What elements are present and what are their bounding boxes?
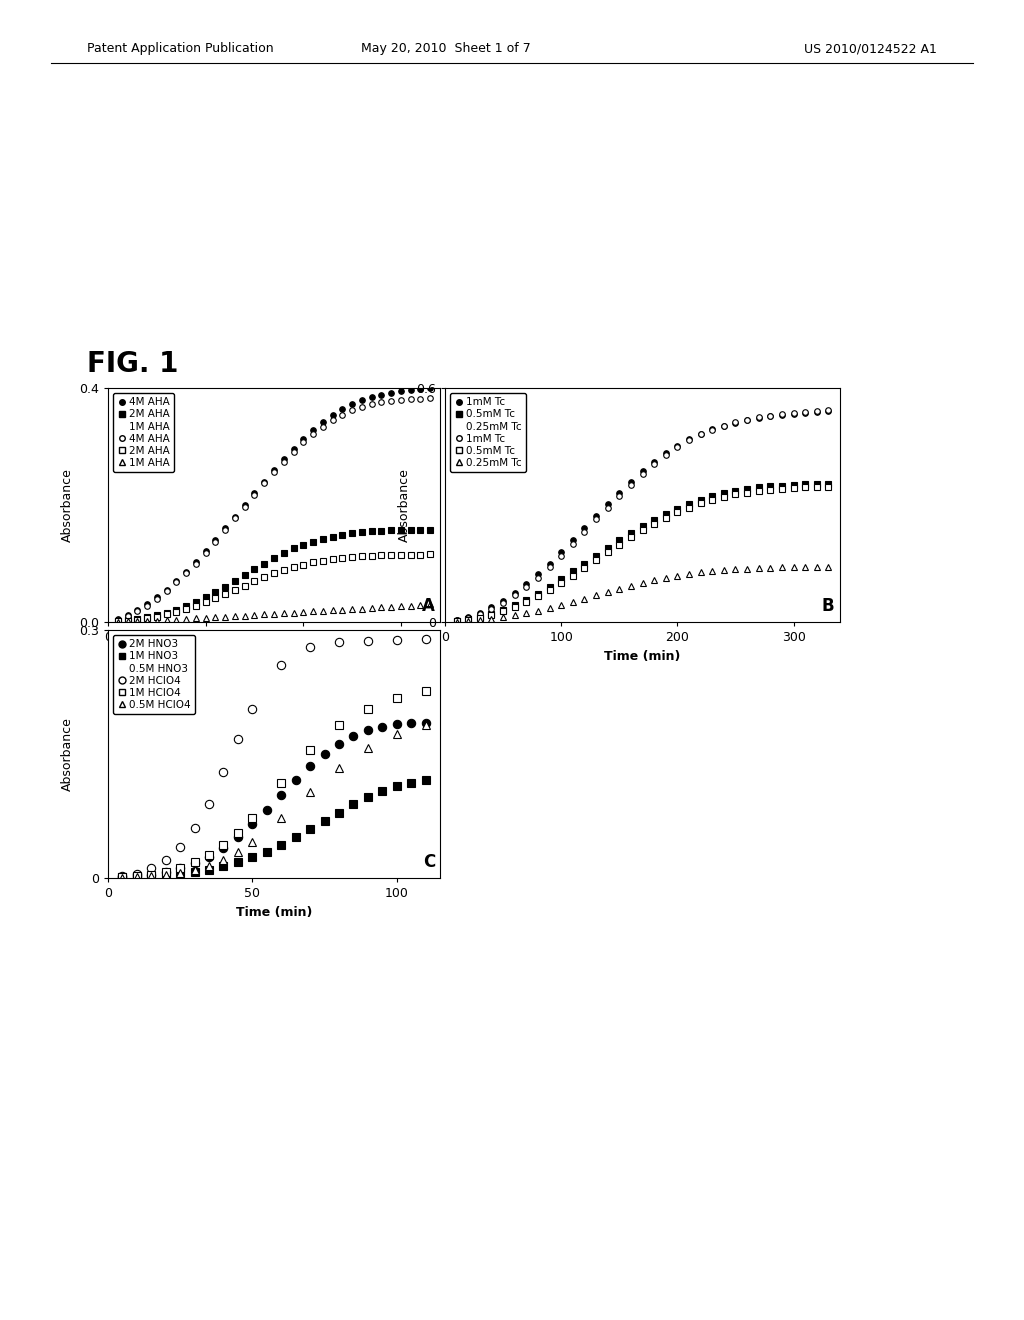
Legend: 1mM Tc, 0.5mM Tc, 0.25mM Tc, 1mM Tc, 0.5mM Tc, 0.25mM Tc: 1mM Tc, 0.5mM Tc, 0.25mM Tc, 1mM Tc, 0.5… [451, 393, 525, 473]
Text: FIG. 1: FIG. 1 [87, 350, 178, 378]
Text: US 2010/0124522 A1: US 2010/0124522 A1 [804, 42, 937, 55]
X-axis label: Time (min): Time (min) [236, 906, 312, 919]
X-axis label: Time (min): Time (min) [236, 649, 312, 663]
Legend: 4M AHA, 2M AHA, 1M AHA, 4M AHA, 2M AHA, 1M AHA: 4M AHA, 2M AHA, 1M AHA, 4M AHA, 2M AHA, … [114, 393, 174, 473]
Text: May 20, 2010  Sheet 1 of 7: May 20, 2010 Sheet 1 of 7 [360, 42, 530, 55]
Text: A: A [422, 597, 435, 615]
Text: C: C [423, 853, 435, 871]
Text: B: B [821, 597, 835, 615]
Y-axis label: Absorbance: Absorbance [397, 469, 411, 543]
Y-axis label: Absorbance: Absorbance [60, 469, 74, 543]
Text: Patent Application Publication: Patent Application Publication [87, 42, 273, 55]
Y-axis label: Absorbance: Absorbance [60, 717, 74, 791]
X-axis label: Time (min): Time (min) [604, 649, 681, 663]
Legend: 2M HNO3, 1M HNO3, 0.5M HNO3, 2M HClO4, 1M HClO4, 0.5M HClO4: 2M HNO3, 1M HNO3, 0.5M HNO3, 2M HClO4, 1… [114, 635, 195, 714]
